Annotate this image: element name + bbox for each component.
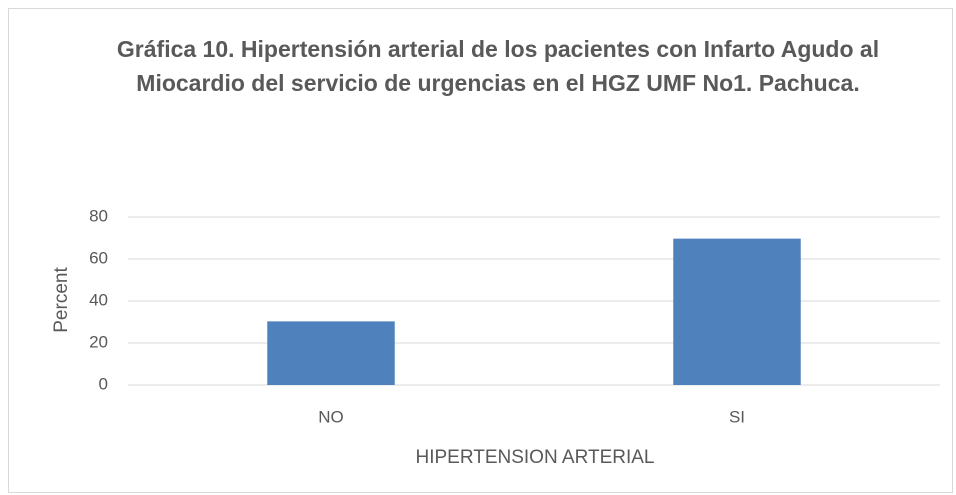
y-tick-label: 20 bbox=[89, 332, 108, 351]
x-tick-label: SI bbox=[729, 407, 745, 426]
bar bbox=[267, 321, 395, 385]
y-tick-label: 40 bbox=[89, 290, 108, 309]
y-tick-label: 60 bbox=[89, 248, 108, 267]
chart-title: Gráfica 10. Hipertensión arterial de los… bbox=[116, 36, 880, 96]
bar bbox=[673, 238, 801, 385]
x-axis-label: HIPERTENSION ARTERIAL bbox=[416, 447, 655, 468]
y-tick-label: 80 bbox=[89, 206, 108, 225]
y-axis-label: Percent bbox=[51, 267, 72, 333]
x-tick-label: NO bbox=[318, 407, 344, 426]
y-tick-label: 0 bbox=[99, 374, 108, 393]
